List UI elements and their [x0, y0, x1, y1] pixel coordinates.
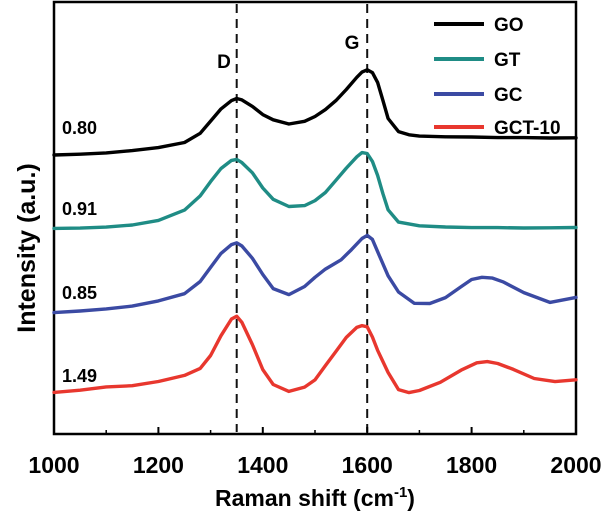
y-axis-label: Intensity (a.u.): [13, 163, 41, 332]
legend-label-gct-10: GCT-10: [494, 118, 561, 139]
series-line-gt: [52, 150, 578, 231]
x-tick-label: 1200: [133, 452, 184, 478]
ratio-label-go: 0.80: [62, 118, 97, 138]
reference-lines: DG: [217, 4, 369, 432]
ratio-label-gc: 0.85: [62, 283, 97, 303]
x-axis-label: Raman shift (cm-1): [215, 484, 415, 511]
series-lines: [52, 68, 578, 395]
ratio-label-gt: 0.91: [62, 199, 97, 219]
x-tick-label: 1000: [28, 452, 79, 478]
legend-label-go: GO: [494, 15, 524, 36]
ratio-labels: 0.80 0.91 0.85 1.49: [62, 118, 97, 386]
legend: GO GT GC GCT-10: [434, 15, 561, 139]
x-tick-label: 1600: [342, 452, 393, 478]
series-line-gc: [52, 233, 578, 315]
series-line-gct-10: [52, 314, 578, 395]
reference-label-D: D: [217, 52, 231, 73]
ratio-label-gct-10: 1.49: [62, 366, 97, 386]
x-tick-label: 1800: [446, 452, 497, 478]
x-axis-ticks: 1000 1200 1400 1600 1800 2000: [28, 427, 602, 478]
legend-label-gc: GC: [494, 85, 523, 106]
x-tick-label: 2000: [550, 452, 601, 478]
reference-label-G: G: [345, 33, 360, 54]
series-line-go: [52, 68, 578, 157]
x-tick-label: 1400: [237, 452, 288, 478]
legend-label-gt: GT: [494, 50, 521, 71]
